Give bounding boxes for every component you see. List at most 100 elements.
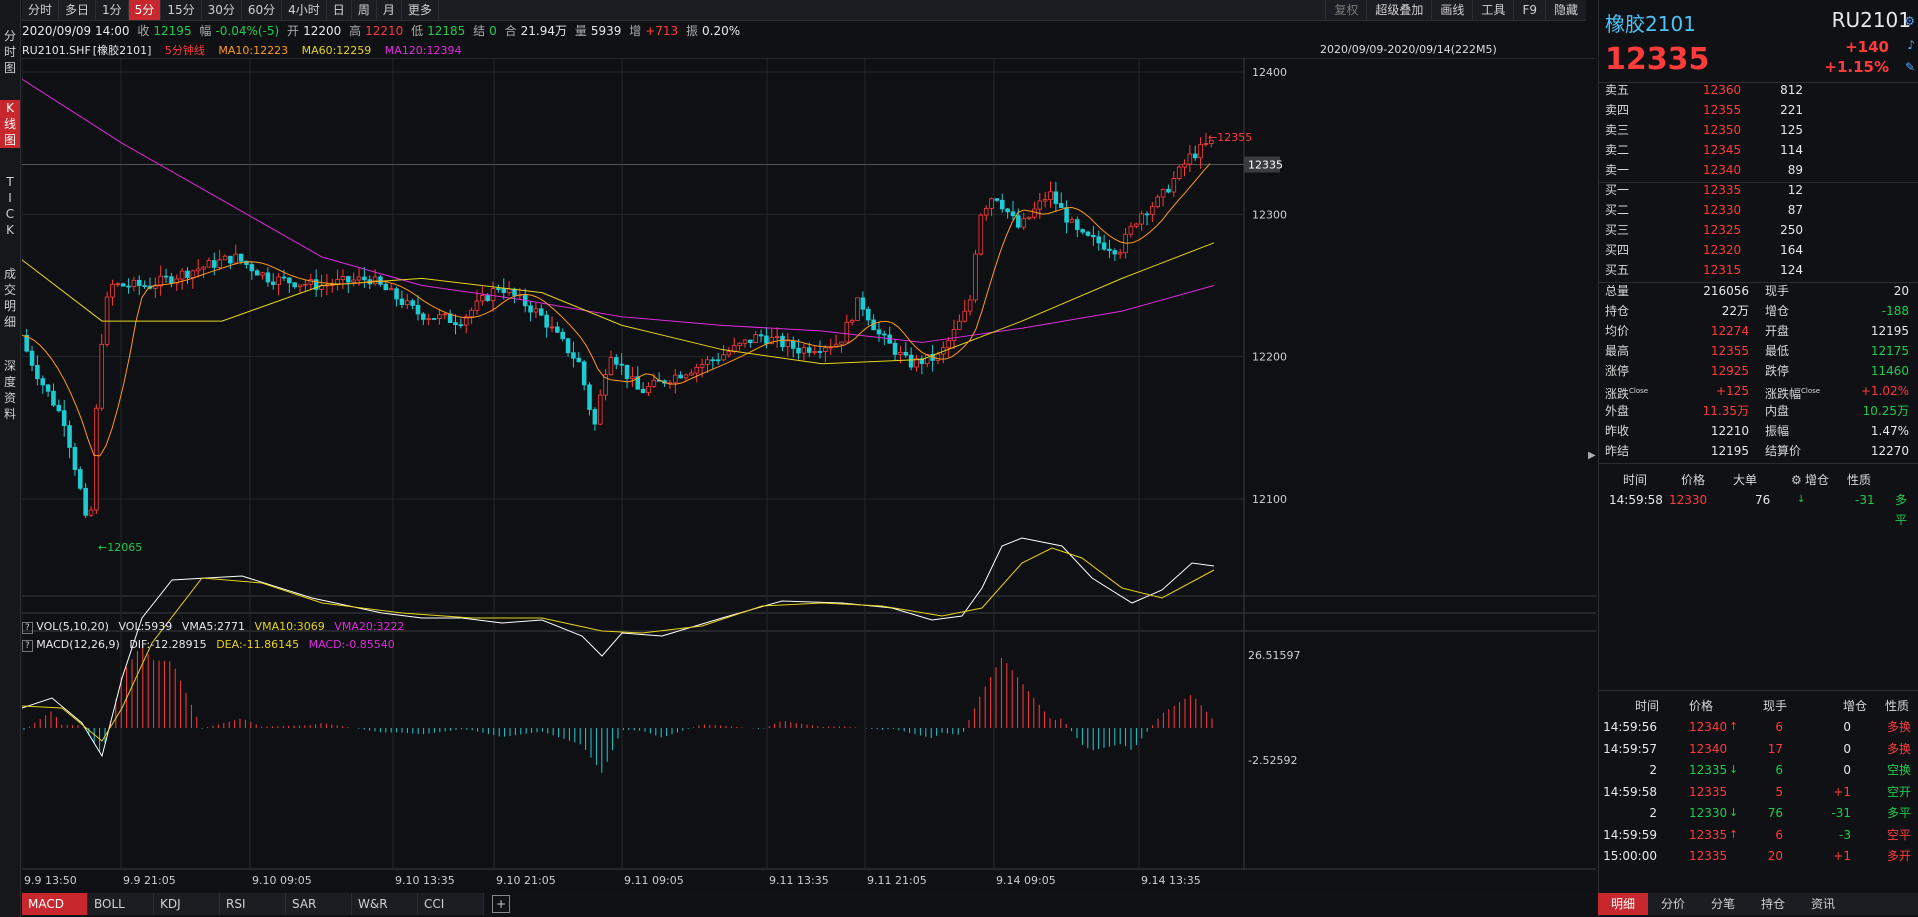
toolbar-tab-3[interactable]: 工具 bbox=[1472, 0, 1513, 20]
indicator-tab-1[interactable]: BOLL bbox=[88, 893, 154, 915]
candle-body bbox=[640, 388, 646, 394]
stat-row: 涨停 12925 跌停 11460 bbox=[1605, 361, 1915, 381]
candle-body bbox=[592, 409, 598, 425]
period-tab-0[interactable]: 分时 bbox=[22, 0, 60, 20]
macd-help-icon[interactable]: ? bbox=[22, 640, 33, 652]
period-tab-4[interactable]: 15分 bbox=[161, 0, 202, 20]
vma20-value: VMA20:3222 bbox=[334, 620, 405, 633]
detail-tab-4[interactable]: 资讯 bbox=[1810, 897, 1835, 911]
side-tab-depth[interactable]: 深 度 资 料 bbox=[3, 359, 16, 421]
tick-row[interactable]: 14:59:59 12335 ↑ 6 -3 空平 bbox=[1603, 825, 1915, 845]
period-tab-1[interactable]: 多日 bbox=[59, 0, 97, 20]
candle-body bbox=[769, 337, 775, 344]
indicator-tab-5[interactable]: W&R bbox=[352, 893, 418, 915]
period-tab-6[interactable]: 60分 bbox=[242, 0, 283, 20]
candle-body bbox=[1133, 223, 1139, 227]
candle-body bbox=[721, 354, 726, 361]
asks-label: 卖一 bbox=[1605, 163, 1630, 177]
big-trade-row[interactable]: 14:59:58 12330 76 ↓ -31 多平 bbox=[1605, 490, 1915, 527]
kline-chart[interactable]: 12400 12300 12200 12100 12335 ←12355 ←12065 26.… bbox=[22, 58, 1596, 893]
indicator-tab-6[interactable]: CCI bbox=[418, 893, 484, 915]
asks-row[interactable]: 卖五 12360 812 bbox=[1605, 80, 1915, 100]
edit-icon[interactable]: ✎ bbox=[1904, 60, 1915, 74]
candle-body bbox=[678, 374, 683, 379]
tick-type: 空平 bbox=[1887, 827, 1912, 842]
candle-body bbox=[544, 314, 549, 328]
bids-row[interactable]: 买二 12330 87 bbox=[1605, 200, 1915, 220]
candle-body bbox=[533, 308, 539, 313]
alert-icon[interactable]: ♪ bbox=[1907, 38, 1915, 52]
candle-body bbox=[244, 260, 249, 265]
add-indicator-button[interactable]: + bbox=[492, 895, 510, 913]
stat-value: 12175 bbox=[1870, 344, 1909, 358]
bids-row[interactable]: 买四 12320 164 bbox=[1605, 240, 1915, 260]
price-tick: 12400 bbox=[1252, 66, 1287, 79]
candle-body bbox=[994, 198, 1000, 201]
indicator-tab-2[interactable]: KDJ bbox=[154, 893, 220, 915]
vol-value: VOL:5939 bbox=[118, 620, 173, 633]
tick-type: 空开 bbox=[1887, 784, 1912, 799]
candle-body bbox=[45, 384, 51, 392]
side-tab-timeshare[interactable]: 分 时 图 bbox=[3, 29, 16, 75]
tick-row[interactable]: 14:59:58 12335 5 +1 空开 bbox=[1603, 782, 1915, 802]
tick-row[interactable]: 14:59:57 12340 17 0 多换 bbox=[1603, 739, 1915, 759]
period-tab-8[interactable]: 日 bbox=[327, 0, 352, 20]
period-tab-11[interactable]: 更多 bbox=[402, 0, 439, 20]
stat-key-text: 昨收 bbox=[1605, 424, 1630, 438]
toolbar-tab-4[interactable]: F9 bbox=[1513, 0, 1545, 20]
tick-row[interactable]: 2 12330 ↓ 76 -31 多平 bbox=[1605, 803, 1915, 823]
period-tab-5[interactable]: 30分 bbox=[202, 0, 242, 20]
side-tab-tick[interactable]: T I C K bbox=[5, 175, 15, 237]
candle-body bbox=[1026, 216, 1032, 220]
toolbar-tab-0[interactable]: 复权 bbox=[1325, 0, 1366, 20]
indicator-tab-3[interactable]: RSI bbox=[220, 893, 286, 915]
bids-row[interactable]: 买三 12325 250 bbox=[1605, 220, 1915, 240]
asks-row[interactable]: 卖二 12345 114 bbox=[1605, 140, 1915, 160]
asks-row[interactable]: 卖四 12355 221 bbox=[1605, 100, 1915, 120]
candle-body bbox=[287, 277, 292, 284]
detail-tab-1[interactable]: 分价 bbox=[1660, 897, 1685, 911]
bids-row[interactable]: 买五 12315 124 bbox=[1605, 260, 1915, 280]
tick-row[interactable]: 15:00:00 12335 20 +1 多开 bbox=[1603, 846, 1915, 866]
indicator-tab-0[interactable]: MACD bbox=[22, 893, 88, 915]
candle-body bbox=[303, 283, 308, 286]
candle-body bbox=[51, 390, 56, 406]
tick-row[interactable]: 14:59:56 12340 ↑ 6 0 多换 bbox=[1603, 717, 1915, 737]
detail-tab-0[interactable]: 明细 bbox=[1598, 893, 1648, 915]
detail-tab-2[interactable]: 分笔 bbox=[1710, 897, 1735, 911]
period-tab-2[interactable]: 1分 bbox=[96, 0, 129, 20]
period-tab-10[interactable]: 月 bbox=[377, 0, 402, 20]
candle-body bbox=[426, 318, 431, 320]
asks-row[interactable]: 卖三 12350 125 bbox=[1605, 120, 1915, 140]
info-settle: 0 bbox=[489, 24, 497, 38]
side-tab-deals[interactable]: 成 交 明 细 bbox=[3, 267, 16, 329]
stat-value: 11460 bbox=[1870, 364, 1909, 378]
candle-body bbox=[630, 376, 635, 379]
info-amp-label: 振 bbox=[686, 24, 699, 38]
period-tab-9[interactable]: 周 bbox=[352, 0, 377, 20]
asks-row[interactable]: 卖一 12340 89 bbox=[1605, 160, 1915, 180]
vol-help-icon[interactable]: ? bbox=[22, 622, 33, 634]
settings-icon[interactable]: ⚙ bbox=[1904, 14, 1915, 28]
big-trade-settings-icon[interactable]: ⚙ bbox=[1791, 473, 1802, 487]
indicator-tab-4[interactable]: SAR bbox=[286, 893, 352, 915]
period-tab-7[interactable]: 4小时 bbox=[282, 0, 327, 20]
toolbar-tab-1[interactable]: 超级叠加 bbox=[1366, 0, 1431, 20]
candle-body bbox=[120, 283, 126, 287]
side-tab-kline[interactable]: K 线 图 bbox=[0, 100, 20, 148]
toolbar-tab-5[interactable]: 隐藏 bbox=[1544, 0, 1586, 20]
tick-header-cell: 现手 bbox=[1763, 699, 1788, 713]
tick-time: 14:59:57 bbox=[1603, 741, 1657, 756]
candle-body bbox=[195, 268, 201, 272]
big-header-cell: 增仓 bbox=[1805, 473, 1830, 487]
tick-row[interactable]: 2 12335 ↓ 6 0 空换 bbox=[1605, 760, 1915, 780]
candle-body bbox=[179, 270, 185, 280]
period-tab-3[interactable]: 5分 bbox=[128, 0, 162, 20]
tick-volume: 20 bbox=[1767, 849, 1783, 863]
toolbar-tab-2[interactable]: 画线 bbox=[1431, 0, 1472, 20]
collapse-panel-icon[interactable]: ▶ bbox=[1588, 450, 1596, 461]
detail-tab-3[interactable]: 持仓 bbox=[1760, 897, 1785, 911]
bids-row[interactable]: 买一 12335 12 bbox=[1605, 180, 1915, 200]
tick-time: 2 bbox=[1649, 763, 1657, 777]
candle-body bbox=[603, 374, 608, 396]
